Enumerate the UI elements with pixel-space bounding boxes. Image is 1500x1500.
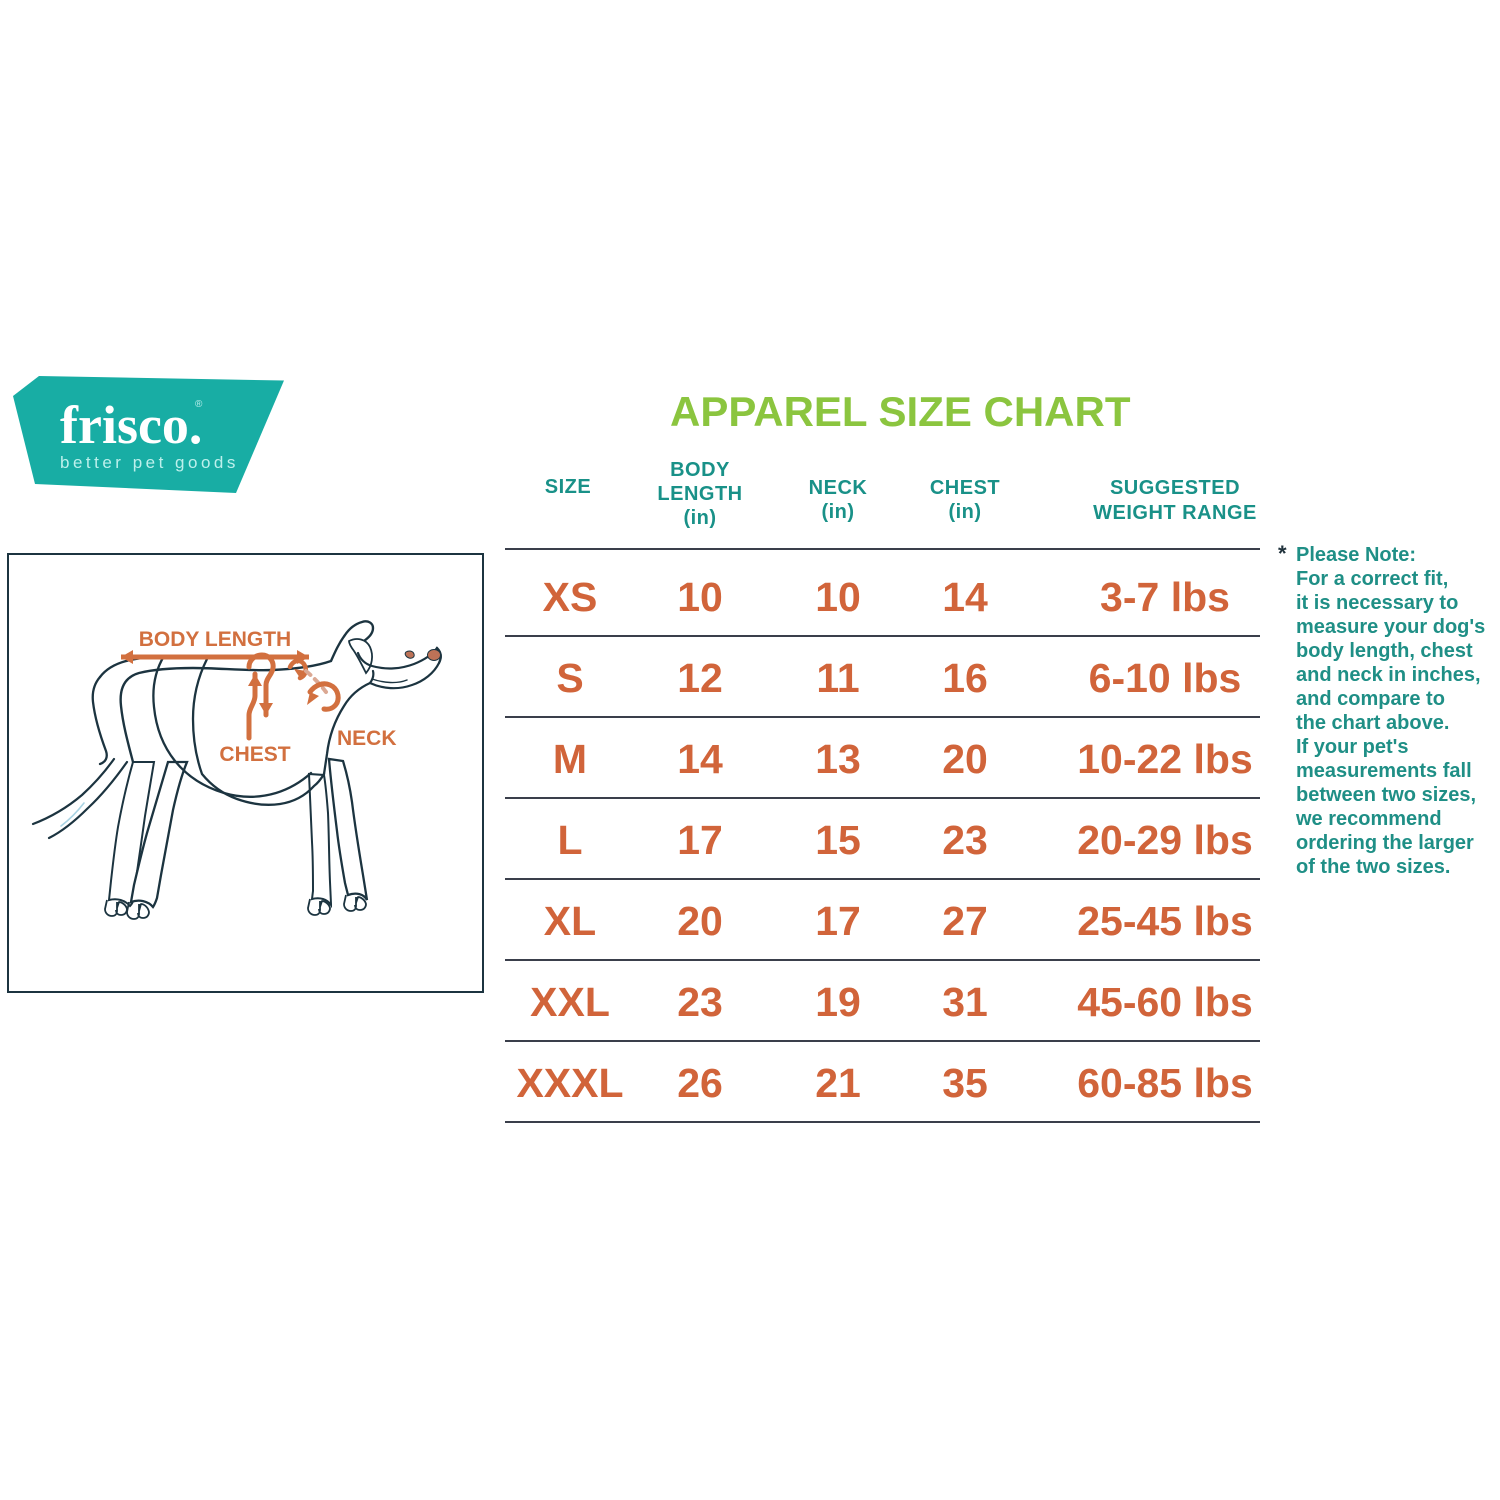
svg-text:better pet goods: better pet goods bbox=[60, 453, 239, 472]
svg-text:frisco.: frisco. bbox=[60, 395, 202, 455]
svg-text:CHEST: CHEST bbox=[219, 743, 290, 766]
svg-text:NECK: NECK bbox=[337, 727, 397, 750]
svg-text:BODY LENGTH: BODY LENGTH bbox=[139, 628, 291, 651]
svg-text:®: ® bbox=[195, 399, 203, 410]
